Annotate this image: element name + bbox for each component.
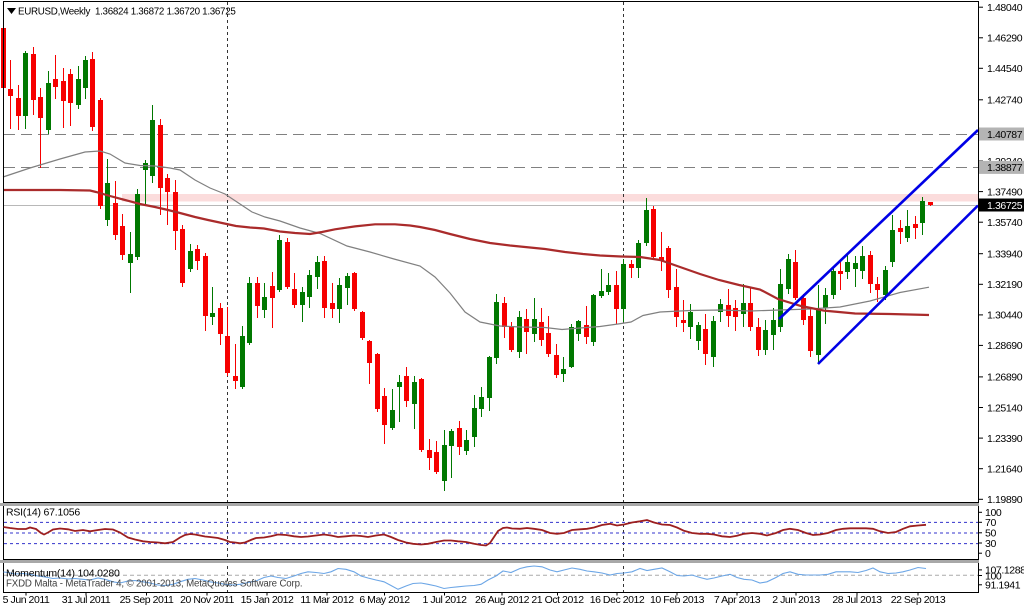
svg-text:15 Jan 2012: 15 Jan 2012	[241, 594, 294, 606]
svg-text:Momentum(14) 104.0280: Momentum(14) 104.0280	[6, 568, 120, 580]
svg-text:1.44540: 1.44540	[987, 63, 1023, 75]
svg-text:50: 50	[985, 528, 996, 540]
svg-text:1.28690: 1.28690	[987, 340, 1023, 352]
svg-text:25 Sep 2011: 25 Sep 2011	[120, 594, 174, 606]
svg-text:RSI(14) 67.1056: RSI(14) 67.1056	[6, 507, 80, 519]
svg-text:1 Jul 2012: 1 Jul 2012	[423, 594, 468, 606]
svg-text:6 May 2012: 6 May 2012	[359, 594, 410, 606]
svg-text:FXDD Malta - MetaTrader 4, © 2: FXDD Malta - MetaTrader 4, © 2001-2013, …	[6, 579, 302, 590]
svg-text:1.25140: 1.25140	[987, 402, 1023, 414]
svg-text:1.48040: 1.48040	[987, 2, 1023, 14]
svg-text:30: 30	[985, 538, 996, 550]
svg-text:11 Mar 2012: 11 Mar 2012	[300, 594, 354, 606]
svg-text:31 Jul 2011: 31 Jul 2011	[62, 594, 111, 606]
svg-text:1.32190: 1.32190	[987, 279, 1023, 291]
svg-text:100: 100	[985, 570, 1002, 582]
svg-text:2 Jun 2013: 2 Jun 2013	[772, 594, 820, 606]
svg-text:1.40787: 1.40787	[987, 129, 1023, 141]
svg-text:1.19890: 1.19890	[987, 494, 1023, 506]
svg-text:10 Feb 2013: 10 Feb 2013	[650, 594, 705, 606]
svg-text:1.46290: 1.46290	[987, 33, 1023, 45]
svg-text:20 Nov 2011: 20 Nov 2011	[180, 594, 234, 606]
svg-text:7 Apr 2013: 7 Apr 2013	[714, 594, 761, 606]
svg-text:EURUSD,Weekly 1.36824 1.36872: EURUSD,Weekly 1.36824 1.36872 1.36720 1.…	[18, 7, 236, 18]
svg-text:100: 100	[985, 507, 1002, 519]
svg-text:28 Jul 2013: 28 Jul 2013	[832, 594, 882, 606]
svg-text:0: 0	[985, 548, 991, 560]
svg-text:1.35740: 1.35740	[987, 217, 1023, 229]
svg-text:1.42740: 1.42740	[987, 95, 1023, 107]
svg-text:107.1288: 107.1288	[985, 565, 1024, 577]
svg-text:1.37490: 1.37490	[987, 186, 1023, 198]
svg-text:5 Jun 2011: 5 Jun 2011	[3, 594, 50, 606]
svg-text:1.23390: 1.23390	[987, 433, 1023, 445]
svg-text:22 Sep 2013: 22 Sep 2013	[891, 594, 946, 606]
svg-text:1.26890: 1.26890	[987, 372, 1023, 384]
svg-text:16 Dec 2012: 16 Dec 2012	[590, 594, 645, 606]
svg-text:70: 70	[985, 517, 996, 529]
svg-text:1.36725: 1.36725	[987, 200, 1023, 212]
svg-text:1.21640: 1.21640	[987, 464, 1023, 476]
svg-text:1.38877: 1.38877	[987, 162, 1023, 174]
svg-text:1.30440: 1.30440	[987, 310, 1023, 322]
svg-text:26 Aug 2012: 26 Aug 2012	[475, 594, 530, 606]
svg-text:91.1941: 91.1941	[985, 580, 1021, 592]
svg-text:21 Oct 2012: 21 Oct 2012	[531, 594, 584, 606]
svg-text:1.33940: 1.33940	[987, 249, 1023, 261]
